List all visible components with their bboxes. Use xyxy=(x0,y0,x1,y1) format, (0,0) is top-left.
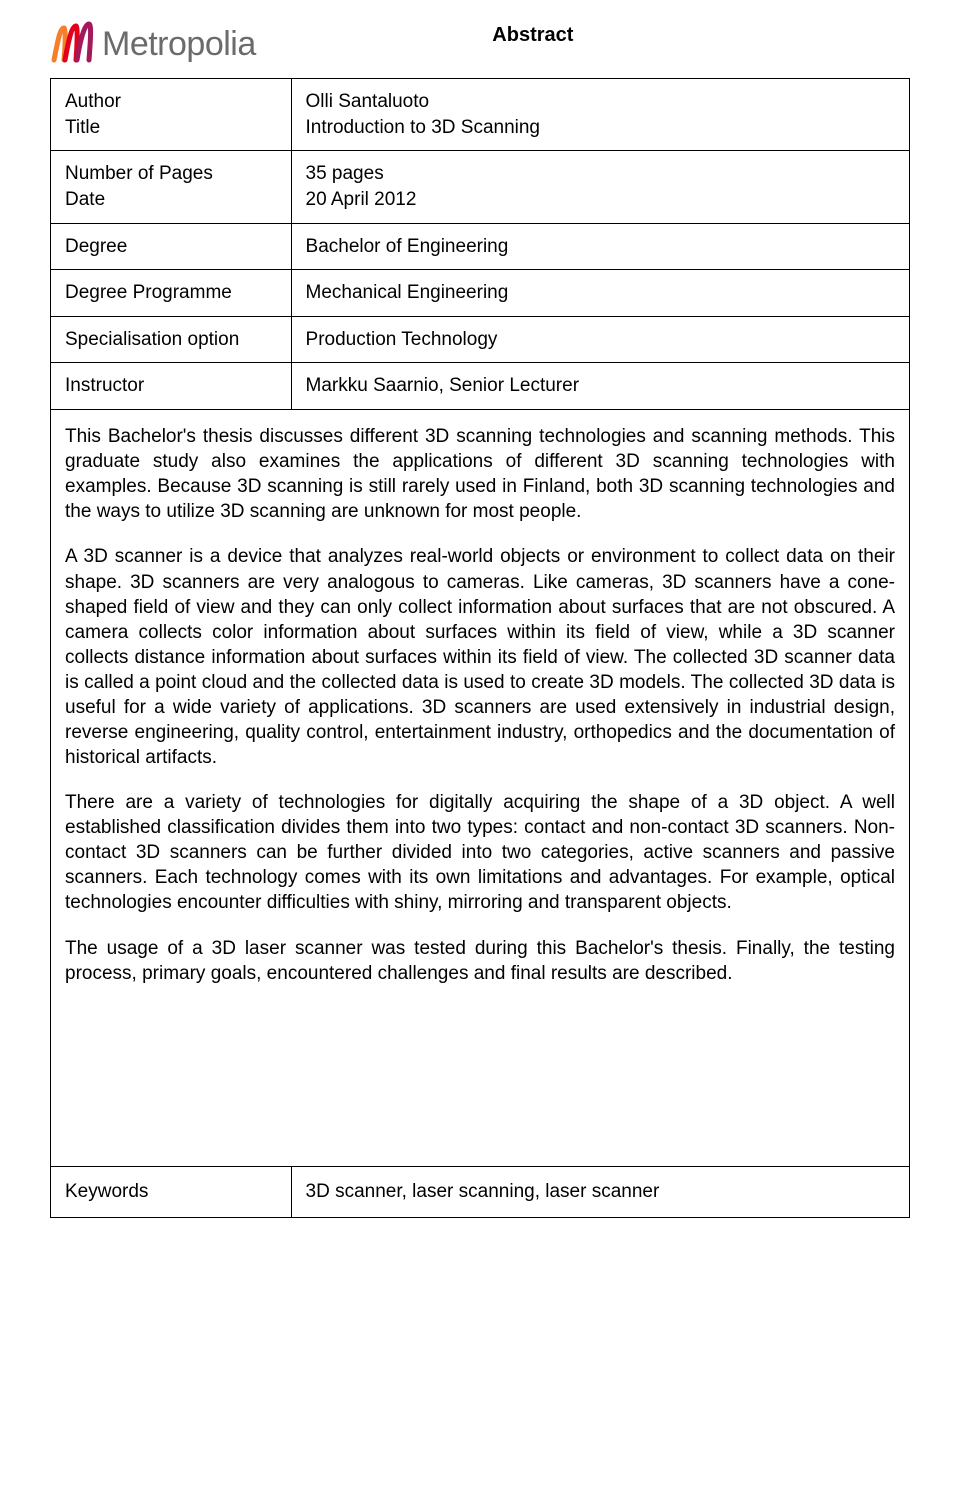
meta-label: Degree xyxy=(51,223,292,270)
abstract-heading: Abstract xyxy=(156,20,910,47)
meta-value: Bachelor of Engineering xyxy=(291,223,909,270)
logo-mark-icon xyxy=(50,20,98,68)
meta-value: Mechanical Engineering xyxy=(291,270,909,317)
abstract-paragraph: A 3D scanner is a device that analyzes r… xyxy=(65,544,895,770)
keywords-label: Keywords xyxy=(51,1167,292,1218)
abstract-body: This Bachelor's thesis discusses differe… xyxy=(50,410,910,1167)
keywords-table: Keywords 3D scanner, laser scanning, las… xyxy=(50,1167,910,1218)
meta-value: Olli SantaluotoIntroduction to 3D Scanni… xyxy=(291,79,909,151)
meta-value: Markku Saarnio, Senior Lecturer xyxy=(291,363,909,410)
meta-label: Specialisation option xyxy=(51,316,292,363)
meta-table: AuthorTitleOlli SantaluotoIntroduction t… xyxy=(50,78,910,410)
abstract-paragraph: There are a variety of technologies for … xyxy=(65,790,895,915)
keywords-value: 3D scanner, laser scanning, laser scanne… xyxy=(291,1167,909,1218)
meta-label: Number of PagesDate xyxy=(51,151,292,223)
meta-label: Instructor xyxy=(51,363,292,410)
meta-value: 35 pages20 April 2012 xyxy=(291,151,909,223)
header: Metropolia Abstract xyxy=(50,20,910,68)
abstract-paragraph: The usage of a 3D laser scanner was test… xyxy=(65,936,895,986)
meta-label: AuthorTitle xyxy=(51,79,292,151)
abstract-paragraph: This Bachelor's thesis discusses differe… xyxy=(65,424,895,524)
meta-value: Production Technology xyxy=(291,316,909,363)
meta-label: Degree Programme xyxy=(51,270,292,317)
